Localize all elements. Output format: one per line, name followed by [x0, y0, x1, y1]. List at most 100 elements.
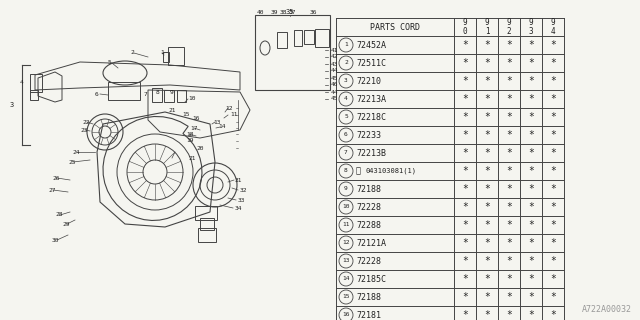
Text: 8: 8: [344, 169, 348, 173]
Text: 72188: 72188: [356, 185, 381, 194]
Text: 24: 24: [72, 149, 79, 155]
Text: 3: 3: [344, 78, 348, 84]
Text: 8: 8: [156, 91, 160, 95]
Text: *: *: [484, 256, 490, 266]
Text: *: *: [462, 310, 468, 320]
Text: *: *: [550, 310, 556, 320]
Text: 6: 6: [95, 92, 99, 97]
Text: 9: 9: [344, 187, 348, 191]
Bar: [30, 74, 42, 92]
Text: 72121A: 72121A: [356, 238, 386, 247]
Text: 72213B: 72213B: [356, 148, 386, 157]
Text: 4: 4: [344, 97, 348, 101]
Text: *: *: [506, 238, 512, 248]
Text: *: *: [462, 292, 468, 302]
Text: 16: 16: [192, 116, 200, 121]
Text: *: *: [484, 220, 490, 230]
Text: *: *: [550, 76, 556, 86]
Text: Ⓢ: Ⓢ: [356, 166, 361, 175]
Text: *: *: [462, 274, 468, 284]
Text: *: *: [462, 94, 468, 104]
Text: 45: 45: [331, 97, 339, 101]
Text: 37: 37: [288, 10, 296, 14]
Text: 72213A: 72213A: [356, 94, 386, 103]
Text: 3: 3: [10, 102, 14, 108]
Text: *: *: [484, 292, 490, 302]
Text: *: *: [528, 58, 534, 68]
Text: *: *: [484, 310, 490, 320]
Text: *: *: [462, 256, 468, 266]
Text: *: *: [484, 58, 490, 68]
Text: 9
4: 9 4: [550, 18, 556, 36]
Text: 11: 11: [230, 113, 237, 117]
Text: *: *: [528, 40, 534, 50]
Text: 7: 7: [344, 150, 348, 156]
Text: *: *: [462, 112, 468, 122]
Text: *: *: [550, 256, 556, 266]
Text: *: *: [462, 184, 468, 194]
Bar: [277, 32, 287, 48]
Text: 13: 13: [213, 119, 221, 124]
Bar: [294, 30, 302, 46]
Text: 043103081(1): 043103081(1): [366, 168, 417, 174]
Text: *: *: [506, 94, 512, 104]
Text: 12: 12: [225, 106, 232, 110]
Bar: [152, 88, 162, 102]
Text: *: *: [506, 40, 512, 50]
Text: 10: 10: [188, 95, 195, 100]
Text: *: *: [550, 40, 556, 50]
Text: *: *: [528, 166, 534, 176]
Text: *: *: [484, 166, 490, 176]
Text: 21: 21: [188, 156, 195, 161]
Text: 23: 23: [80, 127, 88, 132]
Text: 9: 9: [169, 91, 173, 95]
Text: *: *: [528, 256, 534, 266]
Bar: [304, 30, 314, 44]
Text: 72452A: 72452A: [356, 41, 386, 50]
Text: 21: 21: [168, 108, 175, 113]
Text: 9
0: 9 0: [463, 18, 467, 36]
Text: *: *: [528, 310, 534, 320]
Text: 9
1: 9 1: [484, 18, 490, 36]
Text: *: *: [484, 238, 490, 248]
Text: 11: 11: [342, 222, 349, 228]
Bar: [164, 90, 174, 102]
Text: 18: 18: [186, 132, 193, 137]
Text: *: *: [550, 184, 556, 194]
Text: *: *: [484, 184, 490, 194]
Text: *: *: [550, 274, 556, 284]
Text: 28: 28: [55, 212, 63, 218]
Text: *: *: [528, 148, 534, 158]
Text: 22: 22: [82, 119, 90, 124]
Text: 9
3: 9 3: [529, 18, 533, 36]
Text: 46: 46: [331, 83, 339, 87]
Text: 43: 43: [331, 61, 339, 67]
Bar: [163, 52, 169, 62]
Text: 14: 14: [342, 276, 349, 282]
Text: *: *: [506, 112, 512, 122]
Text: 5: 5: [344, 115, 348, 119]
Bar: [198, 228, 216, 242]
Text: 72181: 72181: [356, 310, 381, 319]
Text: 13: 13: [342, 259, 349, 263]
Bar: [195, 206, 217, 220]
Text: *: *: [528, 202, 534, 212]
Text: *: *: [550, 148, 556, 158]
Text: *: *: [528, 292, 534, 302]
Text: *: *: [506, 184, 512, 194]
Text: *: *: [528, 76, 534, 86]
Text: *: *: [550, 58, 556, 68]
Text: 7: 7: [143, 92, 147, 98]
Text: *: *: [528, 220, 534, 230]
Text: 72210: 72210: [356, 76, 381, 85]
Bar: [315, 29, 329, 47]
Text: 16: 16: [342, 313, 349, 317]
Text: *: *: [484, 274, 490, 284]
Text: *: *: [506, 166, 512, 176]
Text: 30: 30: [52, 237, 60, 243]
Text: 19: 19: [186, 139, 193, 143]
Bar: [168, 47, 184, 65]
Text: 34: 34: [235, 205, 243, 211]
Text: *: *: [462, 238, 468, 248]
Text: 9
2: 9 2: [507, 18, 511, 36]
